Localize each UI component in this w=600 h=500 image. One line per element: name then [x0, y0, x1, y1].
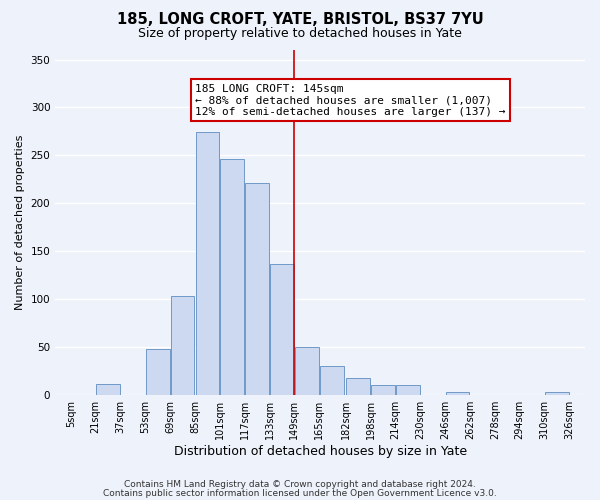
Bar	[245, 183, 269, 394]
Bar	[96, 384, 120, 394]
Text: Contains HM Land Registry data © Crown copyright and database right 2024.: Contains HM Land Registry data © Crown c…	[124, 480, 476, 489]
Bar	[171, 296, 194, 394]
Bar	[146, 348, 170, 395]
Bar	[396, 385, 419, 394]
Y-axis label: Number of detached properties: Number of detached properties	[15, 134, 25, 310]
Bar	[346, 378, 370, 394]
Text: 185 LONG CROFT: 145sqm
← 88% of detached houses are smaller (1,007)
12% of semi-: 185 LONG CROFT: 145sqm ← 88% of detached…	[195, 84, 506, 116]
Bar	[295, 347, 319, 395]
Text: 185, LONG CROFT, YATE, BRISTOL, BS37 7YU: 185, LONG CROFT, YATE, BRISTOL, BS37 7YU	[116, 12, 484, 28]
Bar	[220, 159, 244, 394]
Text: Contains public sector information licensed under the Open Government Licence v3: Contains public sector information licen…	[103, 488, 497, 498]
Bar	[270, 264, 294, 394]
Bar	[545, 392, 569, 394]
Bar	[446, 392, 469, 394]
Text: Size of property relative to detached houses in Yate: Size of property relative to detached ho…	[138, 28, 462, 40]
Bar	[320, 366, 344, 394]
X-axis label: Distribution of detached houses by size in Yate: Distribution of detached houses by size …	[173, 444, 467, 458]
Bar	[371, 385, 395, 394]
Bar	[196, 132, 219, 394]
